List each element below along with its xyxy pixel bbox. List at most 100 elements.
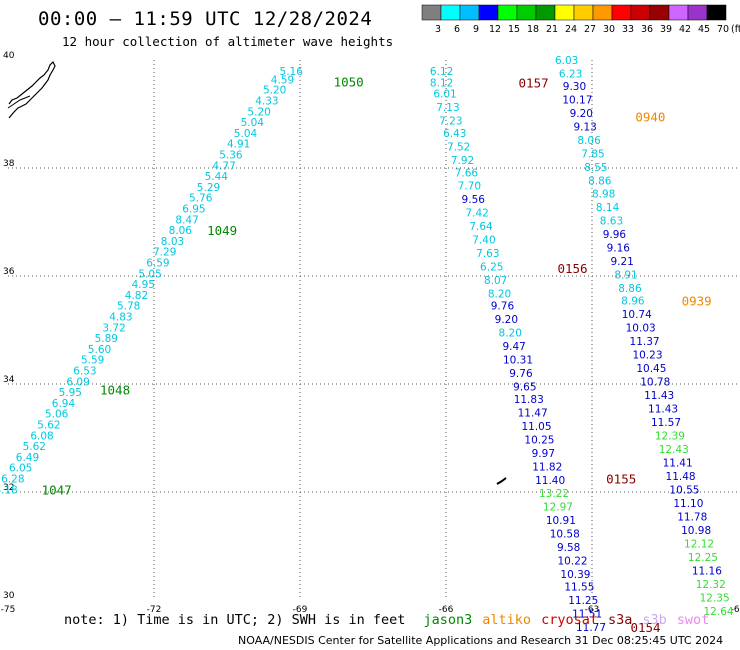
wave-height-label: 9.20 (495, 314, 518, 326)
lon-tick-label: -60 (731, 605, 740, 615)
wave-height-label: 13.22 (539, 488, 569, 500)
lon-tick-label: -66 (439, 605, 454, 615)
wave-height-label: 3.72 (102, 322, 125, 334)
wave-height-label: 6.12 (430, 66, 453, 78)
wave-height-label: 6.08 (30, 430, 53, 442)
wave-height-label: 5.95 (59, 387, 82, 399)
wave-height-label: 7.29 (153, 247, 176, 259)
wave-height-label: 9.96 (603, 229, 627, 241)
wave-height-label: 8.86 (618, 283, 642, 295)
wave-height-label: 5.60 (88, 344, 111, 356)
wave-height-label: 10.31 (503, 355, 533, 367)
pass-time-label: 1047 (42, 482, 72, 497)
scale-swatch (706, 4, 727, 21)
lat-tick-label: 32 (3, 483, 14, 493)
wave-height-label: 11.47 (518, 408, 548, 420)
wave-height-label: 11.82 (532, 462, 562, 474)
wave-height-label: 4.95 (132, 279, 155, 291)
wave-height-label: 10.55 (669, 484, 699, 496)
wave-height-label: 12.39 (655, 430, 685, 442)
wave-height-label: 5.04 (241, 117, 265, 129)
wave-height-label: 9.97 (532, 448, 555, 460)
wave-height-label: 11.41 (663, 457, 693, 469)
wave-height-label: 7.66 (455, 167, 479, 179)
legend-item-altiko: altiko (482, 612, 532, 628)
wave-height-label: 8.47 (175, 214, 198, 226)
lon-tick-label: -69 (293, 605, 308, 615)
wave-height-label: 5.62 (37, 420, 60, 432)
wave-height-label: 4.33 (255, 96, 278, 108)
wave-height-label: 11.57 (651, 417, 681, 429)
wave-height-label: 8.07 (484, 275, 507, 287)
credit-line: NOAA/NESDIS Center for Satellite Applica… (238, 634, 724, 647)
lon-tick-label: -75 (1, 605, 16, 615)
wave-height-label: 5.16 (280, 66, 304, 78)
wave-height-label: 4.59 (271, 74, 294, 86)
wave-height-label: 11.83 (514, 394, 544, 406)
wave-height-label: 10.45 (636, 363, 666, 375)
scale-label: 45 (698, 24, 710, 35)
wave-height-label: 4.83 (109, 312, 132, 324)
scale-label: 12 (489, 24, 501, 35)
wave-height-label: 7.42 (465, 207, 488, 219)
wave-height-label: 8.63 (600, 215, 623, 227)
wave-height-label: 10.23 (632, 349, 662, 361)
track-2: 6.128.126.01 7.137.236.437.52 7.927.667.70… (430, 66, 661, 635)
wave-height-label: 9.76 (491, 301, 515, 313)
wave-height-label: 6.43 (443, 128, 466, 140)
wave-height-label: 5.59 (81, 355, 104, 367)
wave-height-label: 10.25 (524, 435, 554, 447)
wave-height-label: 5.76 (189, 193, 213, 205)
scale-label: 21 (546, 24, 558, 35)
wave-height-label: 9.16 (607, 242, 631, 254)
scale-label: 6 (454, 24, 460, 35)
wave-height-label: 12.32 (696, 579, 726, 591)
wave-height-label: 5.06 (45, 409, 69, 421)
wave-height-label: 9.30 (563, 81, 586, 93)
wave-height-label: 12.64 (704, 606, 734, 618)
scale-label: 9 (473, 24, 479, 35)
wave-height-label: 8.06 (169, 225, 193, 237)
wave-height-label: 12.97 (543, 502, 573, 514)
wave-height-label: 10.58 (550, 529, 580, 541)
wave-height-label: 11.55 (564, 582, 594, 594)
wave-height-label: 9.20 (570, 108, 593, 120)
wave-height-label: 11.05 (521, 421, 551, 433)
note-text: note: 1) Time is in UTC; 2) SWH is in fe… (64, 612, 406, 628)
page-title: 00:00 – 11:59 UTC 12/28/2024 (38, 8, 373, 30)
satellite-legend: jason3 altiko cryosat s3a s3b swot (414, 612, 710, 628)
lat-tick-label: 30 (3, 591, 15, 601)
wave-height-label: 6.09 (66, 376, 89, 388)
wave-height-label: 6.59 (146, 258, 169, 270)
wave-height-label: 10.17 (562, 94, 592, 106)
wave-height-label: 6.28 (1, 474, 24, 486)
wave-height-label: 8.86 (588, 175, 612, 187)
lon-tick-label: -63 (585, 605, 600, 615)
wave-height-label: 7.70 (458, 180, 481, 192)
wave-height-label: 11.37 (630, 336, 660, 348)
wave-height-label: 10.78 (640, 376, 670, 388)
pass-time-label: 1049 (207, 223, 237, 238)
wave-height-label: 8.98 (592, 188, 615, 200)
wave-height-label: 11.77 (576, 622, 606, 634)
wave-height-label: 5.78 (117, 301, 140, 313)
wave-height-label: 6.53 (73, 366, 96, 378)
lon-tick-label: -72 (147, 605, 162, 615)
lat-tick-label: 38 (3, 159, 15, 169)
wave-height-label: 12.25 (688, 552, 718, 564)
wave-height-label: 11.16 (692, 565, 722, 577)
wave-height-label: 5.89 (95, 333, 118, 345)
wave-height-label: 7.92 (451, 155, 474, 167)
wave-height-label: 9.56 (462, 194, 486, 206)
pass-time-label: 1048 (100, 382, 130, 397)
legend-item-s3b: s3b (642, 612, 667, 628)
scale-label: 42 (679, 24, 691, 35)
wave-height-label: 8.14 (596, 202, 620, 214)
wave-height-label: 6.18 (0, 484, 18, 496)
wave-height-label: 9.65 (513, 382, 536, 394)
pass-time-label: 0940 (635, 110, 665, 125)
wave-height-label: 10.39 (560, 569, 590, 581)
wave-height-label: 5.05 (138, 268, 161, 280)
wave-height-label: 11.25 (568, 595, 598, 607)
